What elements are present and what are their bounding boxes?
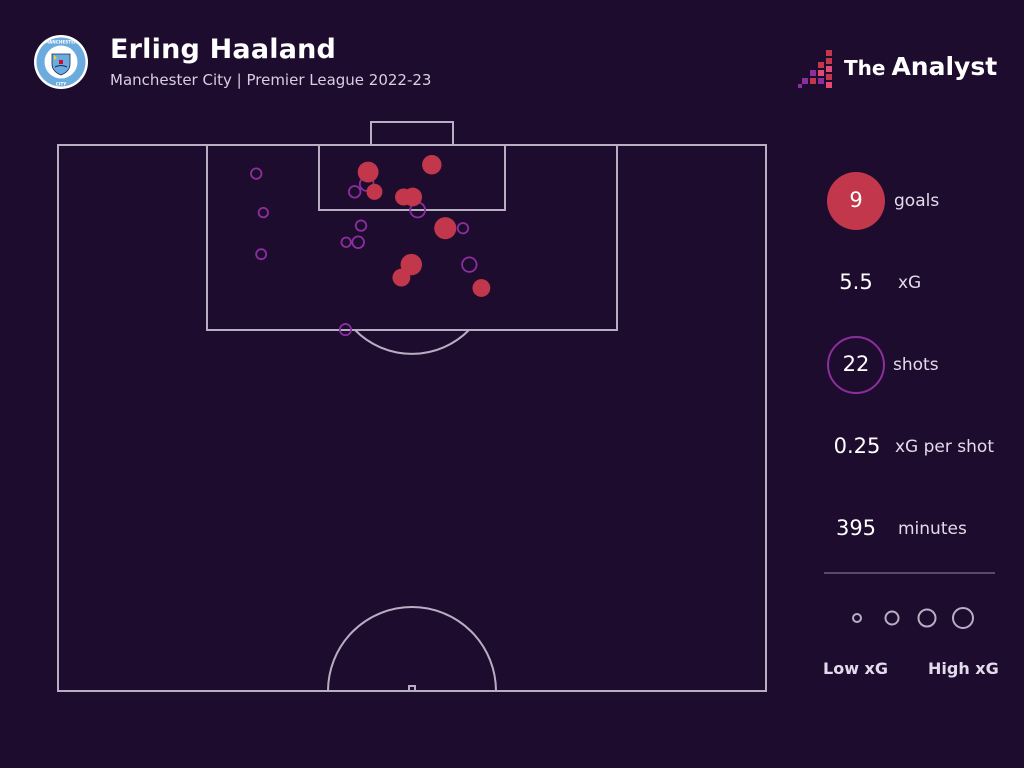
legend-circle-4 (952, 607, 974, 629)
shot-marker (456, 222, 470, 235)
goal-marker (472, 279, 491, 297)
shot-marker (347, 185, 362, 199)
minutes-value: 395 (835, 516, 877, 540)
minutes-label: minutes (898, 519, 967, 539)
brand-text: The Analyst (844, 52, 997, 81)
shots-value: 22 (842, 352, 870, 376)
brand-name: Analyst (891, 52, 998, 81)
legend-low-label: Low xG (823, 659, 888, 678)
shot-marker (461, 256, 478, 273)
xg-value: 5.5 (839, 270, 873, 294)
goals-label: goals (894, 191, 940, 211)
legend-circle-1 (852, 613, 862, 623)
penalty-box (206, 144, 618, 331)
goals-badge (827, 172, 885, 230)
xg-per-shot-label: xG per shot (895, 437, 994, 457)
shot-marker (255, 248, 268, 261)
manchester-city-crest-icon: MANCHESTER CITY (34, 35, 88, 89)
page-subtitle: Manchester City | Premier League 2022-23 (110, 71, 432, 89)
shots-layer (250, 167, 478, 337)
penalty-arc (354, 329, 470, 355)
shot-marker (351, 235, 365, 249)
svg-text:CITY: CITY (56, 82, 67, 87)
legend-circle-2 (884, 610, 900, 626)
header: MANCHESTER CITY Erling Haaland Mancheste… (0, 0, 1024, 110)
goal-marker (434, 217, 457, 240)
divider (824, 572, 995, 574)
goal-marker (422, 155, 442, 175)
shot-marker (250, 167, 263, 180)
goals-layer (357, 155, 491, 297)
xg-label: xG (898, 273, 922, 293)
shots-label: shots (893, 355, 939, 375)
goal-marker (403, 187, 423, 207)
shot-marker (340, 236, 352, 248)
shots-badge (827, 336, 885, 394)
shot-marker (338, 323, 352, 337)
pitch-outline (57, 144, 767, 692)
centre-spot (408, 685, 416, 692)
goal (370, 121, 454, 146)
centre-circle (327, 606, 497, 692)
goal-marker (357, 161, 379, 183)
brand-the: The (844, 56, 886, 80)
the-analyst-logo: The Analyst (796, 48, 1006, 90)
xg-size-legend (852, 607, 974, 629)
pitch-lines (57, 121, 767, 692)
legend-high-label: High xG (928, 659, 999, 678)
goal-marker (366, 183, 383, 200)
legend-circle-3 (917, 608, 937, 628)
shot-marker (354, 219, 368, 232)
goals-value: 9 (849, 188, 863, 212)
the-analyst-logo-icon (798, 50, 832, 88)
shot-marker (257, 206, 269, 219)
page-title: Erling Haaland (110, 34, 337, 65)
svg-text:MANCHESTER: MANCHESTER (45, 40, 78, 45)
goal-marker (392, 268, 411, 287)
xg-per-shot-value: 0.25 (833, 434, 881, 458)
